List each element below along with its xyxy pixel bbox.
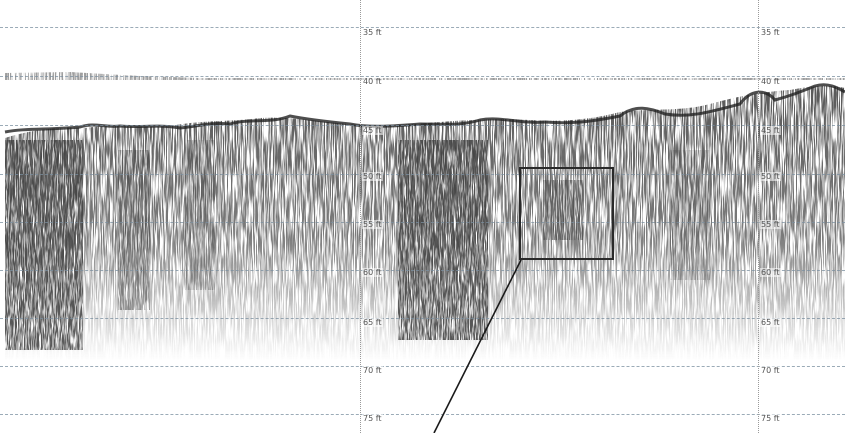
depth-label-center: 70 ft [362,366,383,375]
depth-gridline-60 [0,270,845,271]
depth-label-center: 40 ft [362,77,383,86]
depth-label-center: 50 ft [362,172,383,181]
dark-echo-column [398,140,488,340]
depth-label-right: 75 ft [760,414,781,423]
highlight-callout-box [519,167,614,260]
dark-echo-column [185,140,215,290]
depth-label-right: 70 ft [760,366,781,375]
depth-label-right: 65 ft [760,318,781,327]
target-echo-cluster [543,180,583,240]
depth-gridline-70 [0,366,845,367]
dark-echo-column-left [5,140,83,350]
depth-label-right: 40 ft [760,77,781,86]
depth-label-center: 45 ft [362,126,383,135]
depth-gridline-75 [0,414,845,415]
depth-gridline-55 [0,222,845,223]
depth-label-right: 60 ft [760,268,781,277]
depth-ruler-center [360,0,361,433]
bottom-contour [4,83,845,134]
depth-label-right: 45 ft [760,126,781,135]
depth-gridline-50 [0,174,845,175]
depth-gridline-35 [0,27,845,28]
depth-gridline-65 [0,318,845,319]
depth-gridline-45 [0,125,845,126]
depth-label-right: 55 ft [760,220,781,229]
depth-label-center: 35 ft [362,28,383,37]
depth-gridline-40 [0,76,845,77]
depth-ruler-right [758,0,759,433]
dark-echo-column [670,150,710,280]
depth-label-right: 50 ft [760,172,781,181]
depth-label-center: 75 ft [362,414,383,423]
depth-label-right: 35 ft [760,28,781,37]
depth-label-center: 65 ft [362,318,383,327]
depth-label-center: 60 ft [362,268,383,277]
dark-echo-column [118,150,150,310]
surface-echo-band [5,72,845,80]
depth-label-center: 55 ft [362,220,383,229]
